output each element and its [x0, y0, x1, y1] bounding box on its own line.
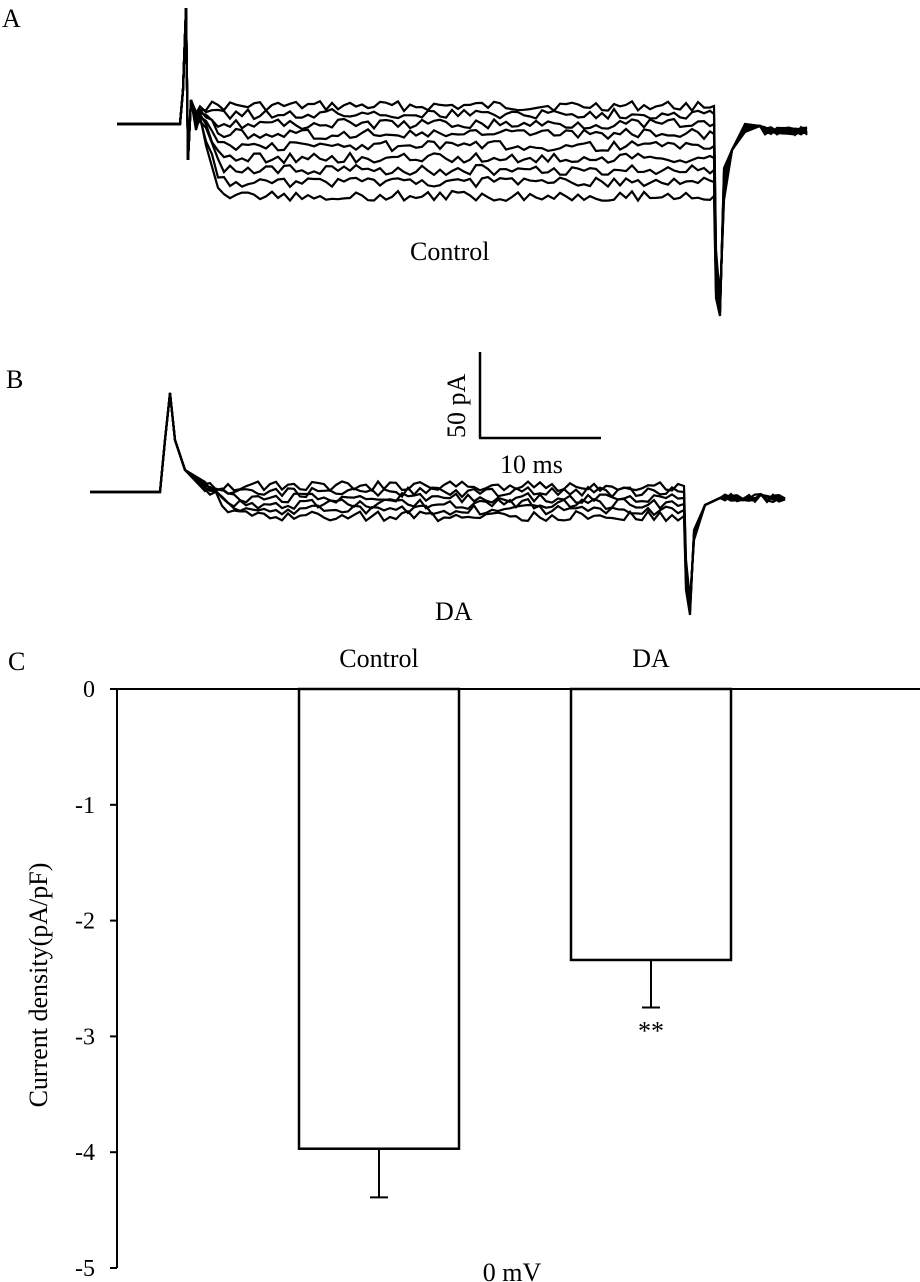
bar-da [569, 687, 733, 962]
y-tick-label: -1 [75, 793, 95, 819]
scale-bar-time-label: 10 ms [500, 450, 563, 479]
control-trace [117, 7, 808, 317]
y-axis-label: Current density(pA/pF) [24, 863, 53, 1108]
da-trace [90, 392, 786, 610]
category-label: Control [339, 644, 418, 673]
y-tick-label: -5 [75, 1256, 95, 1282]
panel-a-letter: A [2, 4, 21, 33]
panel-b-letter: B [6, 365, 23, 394]
y-tick-label: 0 [83, 677, 95, 703]
da-current-traces [90, 392, 786, 616]
control-trace [117, 7, 808, 303]
da-trace [90, 392, 786, 601]
panel-c-letter: C [8, 647, 25, 676]
control-trace [117, 7, 808, 309]
x-axis-label: 0 mV [483, 1258, 542, 1282]
scale-bar: 50 pA 10 ms [442, 352, 601, 479]
y-tick-label: -4 [75, 1140, 95, 1166]
control-trace [117, 7, 808, 313]
significance-marker: ** [638, 1016, 664, 1045]
da-trace [90, 392, 786, 607]
current-density-bar-chart: 0 -1 -2 -3 -4 -5 Current density(pA/pF) 0 mV Con… [24, 644, 920, 1282]
control-trace [117, 7, 808, 301]
control-trace [117, 7, 808, 315]
da-trace [90, 392, 786, 604]
da-trace [90, 392, 786, 613]
y-tick-label: -3 [75, 1024, 95, 1050]
scale-bar-current-label: 50 pA [442, 374, 471, 439]
y-tick-label: -2 [75, 909, 95, 935]
da-trace [90, 392, 786, 616]
control-trace [117, 7, 808, 311]
control-trace-label: Control [410, 237, 489, 266]
bar-control [297, 687, 461, 1150]
control-trace [117, 7, 808, 307]
category-label: DA [632, 644, 670, 673]
da-trace-label: DA [435, 597, 473, 626]
control-trace [117, 7, 808, 305]
control-current-traces [117, 7, 808, 317]
